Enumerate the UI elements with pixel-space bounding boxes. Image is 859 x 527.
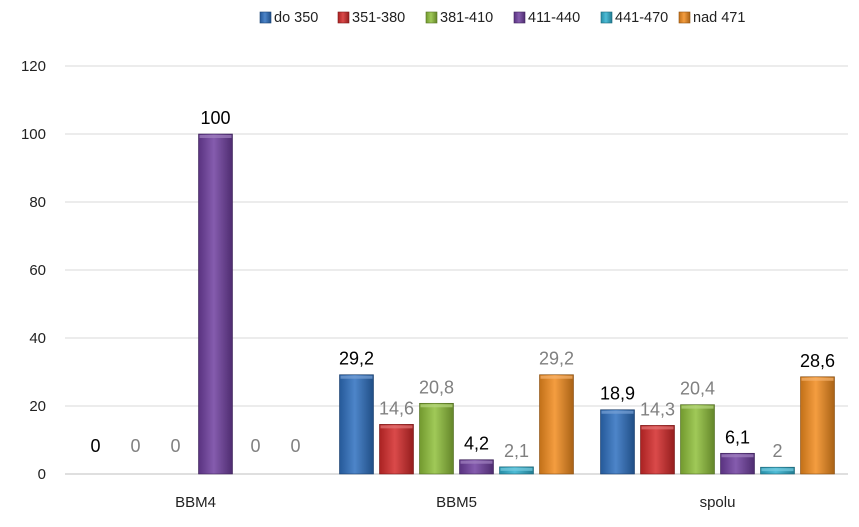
data-label: 100 <box>200 108 230 128</box>
legend-label: 381-410 <box>440 10 493 26</box>
y-tick-label: 20 <box>29 398 46 415</box>
bar-highlight <box>500 467 533 471</box>
bar <box>720 452 755 475</box>
bar <box>379 424 414 475</box>
bar <box>600 409 635 475</box>
data-label: 0 <box>90 436 100 456</box>
bar-highlight <box>721 454 754 458</box>
data-label: 20,4 <box>680 379 715 399</box>
data-label: 14,6 <box>379 398 414 418</box>
bars <box>198 133 835 475</box>
bar <box>640 425 675 475</box>
bar-highlight <box>340 375 373 379</box>
data-label: 29,2 <box>339 349 374 369</box>
bar-highlight <box>761 468 794 472</box>
bar-highlight <box>199 135 232 138</box>
legend: do 350 351-380 381-410 411-440 441-470 nad 47… <box>259 10 745 26</box>
bar <box>539 374 574 475</box>
y-tick-label: 40 <box>29 330 46 347</box>
y-axis: 0 20 40 60 80 100 120 <box>21 58 46 483</box>
bar <box>198 133 233 475</box>
bar-highlight <box>641 426 674 430</box>
x-axis: BBM4 BBM5 spolu <box>175 494 735 511</box>
legend-swatch <box>513 11 526 24</box>
y-tick-label: 80 <box>29 194 46 211</box>
data-label: 29,2 <box>539 349 574 369</box>
legend-label: 411-440 <box>528 10 580 26</box>
bar <box>800 376 835 475</box>
bar-highlight <box>460 460 493 464</box>
data-label: 2 <box>772 441 782 461</box>
data-label: 0 <box>170 436 180 456</box>
y-tick-label: 100 <box>21 126 46 143</box>
data-label: 6,1 <box>725 427 750 447</box>
legend-swatch <box>259 11 272 24</box>
x-tick-label: spolu <box>700 494 736 511</box>
bar <box>419 402 454 475</box>
y-tick-label: 0 <box>38 466 46 483</box>
legend-label: do 350 <box>274 10 318 26</box>
bar <box>680 404 715 475</box>
data-label: 18,9 <box>600 384 635 404</box>
bar-highlight <box>420 404 453 408</box>
legend-swatch <box>337 11 350 24</box>
data-label: 0 <box>250 436 260 456</box>
y-tick-label: 60 <box>29 262 46 279</box>
bar-highlight <box>681 405 714 409</box>
legend-label: 441-470 <box>615 10 668 26</box>
bar-highlight <box>801 377 834 381</box>
data-labels: 0 0 0 100 0 0 29,2 14,620,8 4,2 2,1 29,2 18,914,320… <box>90 108 835 461</box>
x-tick-label: BBM5 <box>436 494 477 511</box>
bar-highlight <box>380 425 413 429</box>
bar-highlight <box>540 375 573 379</box>
data-label: 20,8 <box>419 377 454 397</box>
legend-swatch <box>600 11 613 24</box>
gridlines <box>65 65 848 475</box>
data-label: 0 <box>290 436 300 456</box>
bar <box>339 374 374 475</box>
legend-swatch <box>678 11 691 24</box>
data-label: 0 <box>130 436 140 456</box>
legend-label: nad 471 <box>693 10 745 26</box>
bar-highlight <box>601 410 634 414</box>
data-label: 2,1 <box>504 441 529 461</box>
x-tick-label: BBM4 <box>175 494 216 511</box>
data-label: 14,3 <box>640 399 675 419</box>
data-label: 4,2 <box>464 434 489 454</box>
data-label: 28,6 <box>800 351 835 371</box>
y-tick-label: 120 <box>21 58 46 75</box>
legend-label: 351-380 <box>352 10 405 26</box>
legend-swatch <box>425 11 438 24</box>
